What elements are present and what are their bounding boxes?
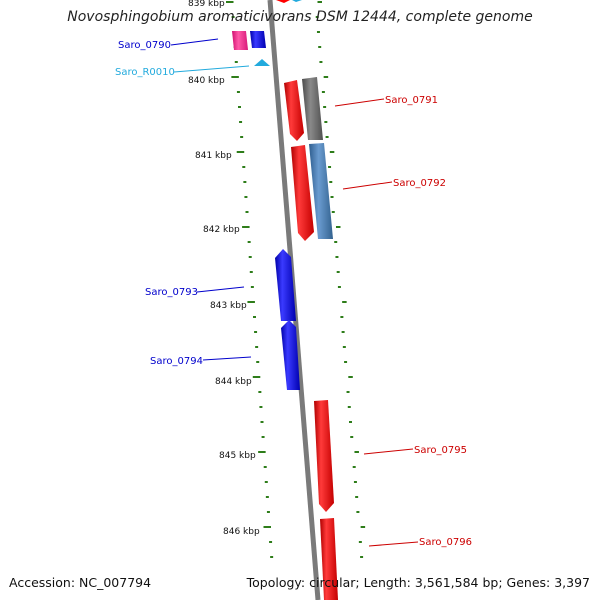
scale-label: 843 kbp	[210, 301, 247, 311]
gene-arrow-saro-0790-a[interactable]	[232, 31, 248, 50]
gene-label-saro-r0010[interactable]: Saro_R0010	[115, 67, 175, 78]
gene-arrow-saro-0793[interactable]	[275, 249, 296, 321]
scale-label: 839 kbp	[188, 0, 225, 9]
scale-labels: 839 kbp 840 kbp 841 kbp 842 kbp 843 kbp …	[188, 0, 260, 537]
gene-label-saro-0792[interactable]: Saro_0792	[393, 178, 446, 189]
scale-label: 844 kbp	[215, 377, 252, 387]
scale-label: 845 kbp	[219, 451, 256, 461]
callout-lines	[170, 38, 419, 547]
gene-arrow-partial[interactable]	[276, 0, 290, 3]
gene-arrow-saro-0792-b[interactable]	[309, 143, 333, 239]
scale-label: 842 kbp	[203, 225, 240, 235]
gene-features	[232, 0, 338, 600]
gene-label-saro-0794[interactable]: Saro_0794	[150, 356, 203, 367]
gene-arrow-saro-0792[interactable]	[291, 145, 314, 241]
map-title: Novosphingobium aromaticivorans DSM 1244…	[67, 9, 533, 25]
gene-arrow-saro-0791-pseudo[interactable]	[302, 77, 323, 140]
scale-label: 841 kbp	[195, 151, 232, 161]
gene-arrow-saro-0791[interactable]	[284, 80, 304, 141]
gene-label-saro-0793[interactable]: Saro_0793	[145, 287, 198, 298]
scale-label: 840 kbp	[188, 76, 225, 86]
accession-text: Accession: NC_007794	[9, 575, 152, 590]
scale-ticks	[226, 1, 366, 558]
gene-arrow-saro-0796[interactable]	[320, 518, 338, 600]
scale-label: 846 kbp	[223, 527, 260, 537]
genome-summary-text: Topology: circular; Length: 3,561,584 bp…	[246, 575, 590, 590]
gene-arrow-partial[interactable]	[292, 0, 302, 2]
gene-arrow-saro-0790-b[interactable]	[250, 31, 266, 48]
gene-arrow-saro-r0010[interactable]	[254, 59, 270, 66]
gene-labels: Saro_0790 Saro_R0010 Saro_0791 Saro_0792…	[115, 40, 472, 548]
gene-label-saro-0791[interactable]: Saro_0791	[385, 95, 438, 106]
gene-label-saro-0790[interactable]: Saro_0790	[118, 40, 171, 51]
gene-arrow-saro-0795[interactable]	[314, 400, 334, 512]
gene-arrow-saro-0794[interactable]	[281, 320, 300, 390]
gene-label-saro-0796[interactable]: Saro_0796	[419, 537, 472, 548]
gene-label-saro-0795[interactable]: Saro_0795	[414, 445, 467, 456]
